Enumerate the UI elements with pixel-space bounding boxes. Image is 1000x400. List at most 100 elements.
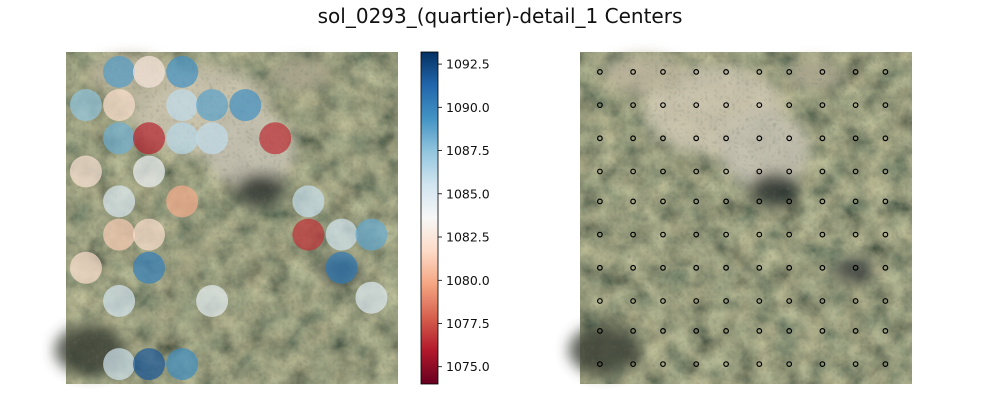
center-point-colored	[196, 285, 229, 317]
center-point-colored	[355, 218, 388, 251]
center-point-marker	[630, 298, 636, 304]
center-point-marker	[660, 298, 666, 304]
center-point-marker	[660, 264, 666, 271]
center-point-colored	[133, 348, 165, 381]
center-point-colored	[133, 122, 165, 155]
center-point-colored	[166, 122, 199, 155]
center-point-marker	[819, 328, 826, 334]
center-point-marker	[660, 135, 666, 142]
center-point-marker	[597, 168, 603, 175]
center-point-colored	[133, 218, 165, 251]
center-point-colored	[103, 218, 136, 251]
center-point-marker	[819, 231, 826, 238]
center-point-colored	[103, 89, 136, 122]
center-point-marker	[660, 198, 666, 205]
center-point-marker	[786, 198, 793, 205]
colorbar-tick-label: 1075.0	[446, 359, 490, 374]
center-point-marker	[786, 328, 793, 334]
center-point-marker	[723, 298, 729, 304]
colorbar-tick-label: 1087.5	[446, 143, 490, 158]
center-point-marker	[723, 198, 729, 205]
center-point-marker	[693, 68, 700, 75]
center-point-marker	[597, 361, 603, 368]
center-point-colored	[103, 122, 136, 155]
center-point-marker	[786, 231, 793, 238]
center-point-colored	[196, 122, 229, 155]
center-point-marker	[819, 135, 826, 142]
colorbar-tick-label: 1092.5	[446, 57, 490, 72]
center-point-colored	[69, 89, 102, 122]
center-point-marker	[693, 361, 700, 368]
center-point-colored	[166, 348, 199, 381]
colorbar-tick-label: 1080.0	[446, 273, 490, 288]
chart-title: sol_0293_(quartier)-detail_1 Centers	[317, 4, 683, 28]
center-point-marker	[852, 198, 859, 205]
center-point-marker	[693, 198, 700, 205]
center-point-marker	[786, 298, 793, 304]
center-point-marker	[756, 298, 763, 304]
center-point-marker	[819, 361, 826, 368]
center-point-marker	[756, 168, 763, 175]
center-point-marker	[786, 168, 793, 175]
center-point-marker	[756, 264, 763, 271]
center-point-marker	[819, 102, 826, 108]
center-point-marker	[882, 264, 889, 271]
center-point-marker	[597, 328, 603, 334]
center-point-colored	[292, 185, 325, 218]
colorbar-ticks: 1075.0 1077.5 1080.0 1082.5 1085.0 1087.5 1090…	[438, 57, 490, 374]
center-point-marker	[723, 264, 729, 271]
center-point-marker	[630, 361, 636, 368]
center-point-colored	[69, 155, 102, 188]
center-point-marker	[756, 328, 763, 334]
center-point-marker	[723, 231, 729, 238]
center-point-marker	[723, 168, 729, 175]
center-point-marker	[786, 102, 793, 108]
right-centers-layer	[597, 68, 889, 368]
center-point-marker	[852, 298, 859, 304]
center-point-marker	[756, 102, 763, 108]
center-point-marker	[786, 264, 793, 271]
center-point-marker	[882, 135, 889, 142]
center-point-marker	[786, 135, 793, 142]
center-point-marker	[852, 231, 859, 238]
center-point-marker	[723, 102, 729, 108]
center-point-marker	[597, 231, 603, 238]
center-point-colored	[259, 122, 292, 155]
center-point-marker	[630, 328, 636, 334]
center-point-colored	[69, 251, 102, 284]
center-point-colored	[166, 185, 199, 218]
center-point-marker	[630, 68, 636, 75]
center-point-marker	[597, 135, 603, 142]
center-point-marker	[756, 231, 763, 238]
center-point-marker	[819, 68, 826, 75]
center-point-marker	[597, 264, 603, 271]
colorbar-tick-label: 1082.5	[446, 230, 490, 245]
center-point-colored	[133, 55, 165, 88]
center-point-colored	[292, 218, 325, 251]
center-point-colored	[229, 89, 262, 122]
center-point-marker	[630, 198, 636, 205]
center-point-marker	[852, 361, 859, 368]
center-point-colored	[103, 285, 136, 317]
center-point-marker	[693, 231, 700, 238]
center-point-marker	[630, 264, 636, 271]
center-point-marker	[630, 168, 636, 175]
center-point-marker	[693, 264, 700, 271]
center-point-marker	[693, 298, 700, 304]
colorbar-tick-label: 1077.5	[446, 316, 490, 331]
center-point-marker	[756, 68, 763, 75]
center-point-marker	[786, 361, 793, 368]
center-point-marker	[660, 231, 666, 238]
colorbar-tick-label: 1090.0	[446, 100, 490, 115]
center-point-marker	[882, 198, 889, 205]
center-point-marker	[660, 168, 666, 175]
center-point-marker	[819, 264, 826, 271]
center-point-marker	[597, 198, 603, 205]
center-point-marker	[660, 361, 666, 368]
center-point-colored	[166, 55, 199, 88]
center-point-colored	[196, 89, 229, 122]
colorbar-tick-label: 1085.0	[446, 186, 490, 201]
center-point-colored	[103, 348, 136, 381]
center-point-marker	[660, 328, 666, 334]
